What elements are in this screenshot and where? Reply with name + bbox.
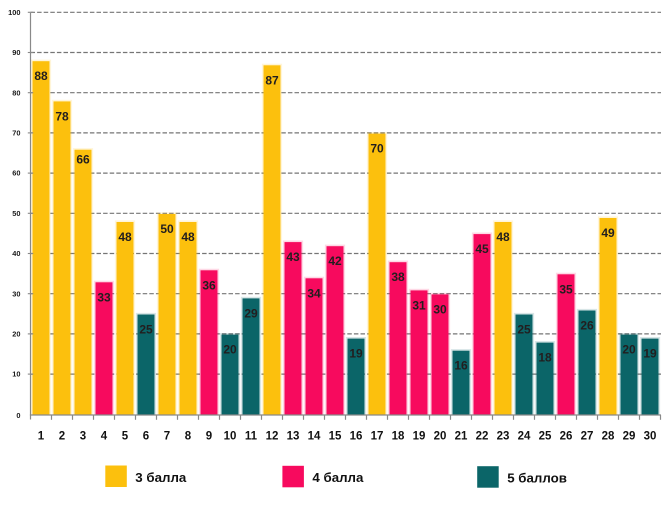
svg-text:87: 87 — [265, 73, 279, 87]
svg-text:13: 13 — [287, 431, 300, 443]
svg-text:29: 29 — [623, 431, 636, 443]
svg-text:35: 35 — [559, 282, 573, 296]
svg-text:100: 100 — [8, 8, 20, 17]
svg-text:26: 26 — [580, 319, 594, 333]
svg-text:29: 29 — [244, 306, 258, 320]
svg-text:15: 15 — [329, 431, 342, 443]
svg-text:49: 49 — [601, 226, 615, 240]
svg-text:20: 20 — [434, 431, 447, 443]
svg-text:20: 20 — [622, 343, 636, 357]
svg-text:70: 70 — [370, 142, 384, 156]
svg-text:25: 25 — [139, 323, 153, 337]
svg-text:5 баллов: 5 баллов — [507, 471, 567, 486]
svg-text:88: 88 — [34, 69, 48, 83]
svg-text:25: 25 — [539, 431, 552, 443]
svg-text:78: 78 — [55, 109, 69, 123]
svg-text:23: 23 — [497, 431, 510, 443]
svg-text:48: 48 — [496, 230, 510, 244]
svg-text:60: 60 — [12, 169, 20, 178]
svg-text:14: 14 — [308, 431, 321, 443]
svg-text:2: 2 — [59, 431, 65, 443]
svg-text:22: 22 — [476, 431, 489, 443]
svg-text:6: 6 — [143, 431, 149, 443]
svg-text:5: 5 — [122, 431, 129, 443]
svg-text:48: 48 — [181, 230, 195, 244]
svg-text:3: 3 — [80, 431, 86, 443]
svg-text:33: 33 — [97, 290, 111, 304]
svg-text:30: 30 — [644, 431, 657, 443]
svg-text:11: 11 — [245, 431, 258, 443]
svg-text:20: 20 — [12, 330, 20, 339]
svg-text:31: 31 — [412, 298, 426, 312]
svg-text:80: 80 — [12, 88, 20, 97]
svg-text:18: 18 — [538, 351, 552, 365]
svg-text:28: 28 — [602, 431, 615, 443]
svg-text:18: 18 — [392, 431, 405, 443]
svg-text:0: 0 — [16, 411, 20, 420]
svg-text:4: 4 — [101, 431, 108, 443]
svg-text:19: 19 — [349, 347, 363, 361]
svg-text:36: 36 — [202, 278, 216, 292]
svg-text:1: 1 — [38, 431, 45, 443]
svg-text:40: 40 — [12, 249, 20, 258]
svg-text:21: 21 — [455, 431, 468, 443]
svg-text:48: 48 — [118, 230, 132, 244]
svg-text:19: 19 — [643, 347, 657, 361]
svg-text:7: 7 — [164, 431, 170, 443]
svg-text:34: 34 — [307, 286, 321, 300]
svg-text:27: 27 — [581, 431, 594, 443]
svg-text:26: 26 — [560, 431, 573, 443]
svg-text:8: 8 — [185, 431, 192, 443]
svg-text:90: 90 — [12, 48, 20, 57]
svg-text:45: 45 — [475, 242, 489, 256]
svg-text:30: 30 — [433, 302, 447, 316]
svg-text:17: 17 — [371, 431, 384, 443]
svg-text:38: 38 — [391, 270, 405, 284]
svg-text:50: 50 — [12, 209, 20, 218]
svg-text:66: 66 — [76, 153, 90, 167]
svg-text:16: 16 — [454, 359, 468, 373]
svg-text:30: 30 — [12, 289, 20, 298]
svg-text:19: 19 — [413, 431, 426, 443]
svg-text:20: 20 — [223, 343, 237, 357]
svg-text:10: 10 — [12, 370, 20, 379]
svg-text:12: 12 — [266, 431, 279, 443]
svg-text:16: 16 — [350, 431, 363, 443]
svg-text:3 балла: 3 балла — [135, 470, 187, 485]
svg-text:10: 10 — [224, 431, 237, 443]
svg-text:24: 24 — [518, 431, 531, 443]
svg-text:25: 25 — [517, 323, 531, 337]
svg-text:70: 70 — [12, 129, 20, 138]
svg-text:43: 43 — [286, 250, 300, 264]
svg-text:4 балла: 4 балла — [312, 470, 364, 485]
svg-text:50: 50 — [160, 222, 174, 236]
svg-text:42: 42 — [328, 254, 342, 268]
svg-text:9: 9 — [206, 431, 212, 443]
